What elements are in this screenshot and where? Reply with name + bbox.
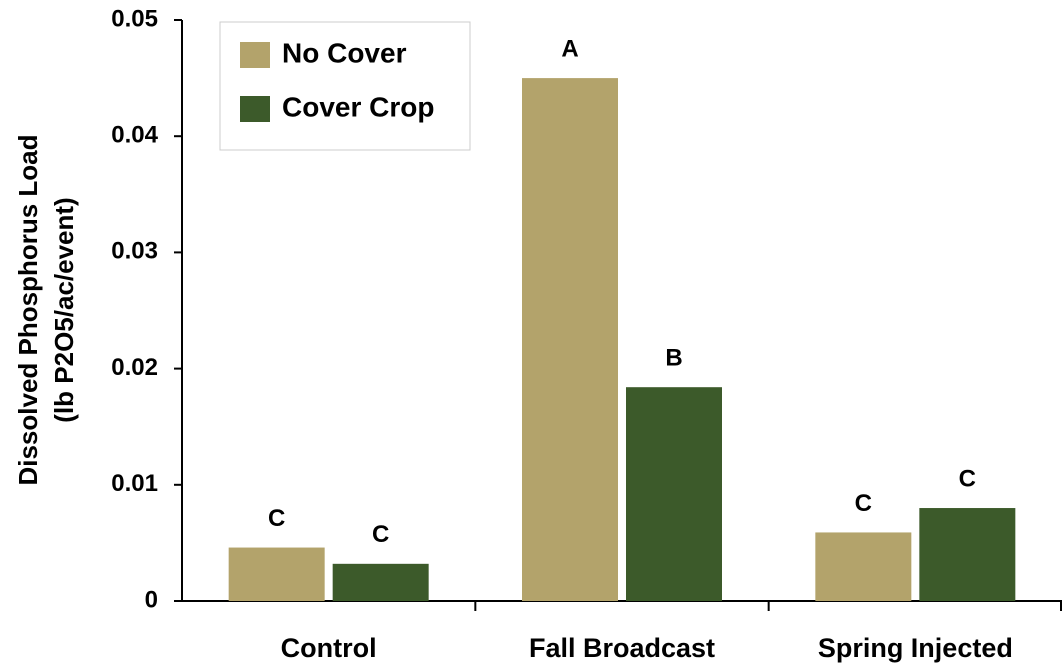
legend-label: Cover Crop [282, 91, 434, 122]
legend-swatch [240, 96, 270, 122]
legend-swatch [240, 42, 270, 68]
bar-annotation: A [561, 35, 578, 62]
bar-annotation: C [268, 505, 285, 532]
y-axis-title: Dissolved Phosphorus Load [13, 134, 43, 485]
bar [626, 387, 722, 601]
x-tick-label: Fall Broadcast [529, 633, 715, 663]
y-tick-label: 0 [145, 586, 158, 613]
bar [919, 508, 1016, 601]
y-tick-label: 0.04 [111, 122, 158, 149]
bar-annotation: C [855, 490, 872, 517]
y-tick-label: 0.05 [111, 5, 158, 32]
x-tick-label: Control [281, 633, 377, 663]
y-axis-title: (lb P2O5/ac/event) [49, 197, 79, 422]
bar [522, 78, 618, 602]
bar-annotation: B [665, 345, 682, 372]
bar-annotation: C [959, 465, 976, 492]
y-tick-label: 0.01 [111, 470, 158, 497]
legend-label: No Cover [282, 37, 407, 68]
y-tick-label: 0.03 [111, 238, 158, 265]
bar-annotation: C [372, 521, 389, 548]
bar [332, 563, 429, 601]
bar [815, 532, 912, 601]
bar [228, 547, 325, 601]
y-tick-label: 0.02 [111, 354, 158, 381]
x-tick-label: Spring Injected [818, 633, 1013, 663]
